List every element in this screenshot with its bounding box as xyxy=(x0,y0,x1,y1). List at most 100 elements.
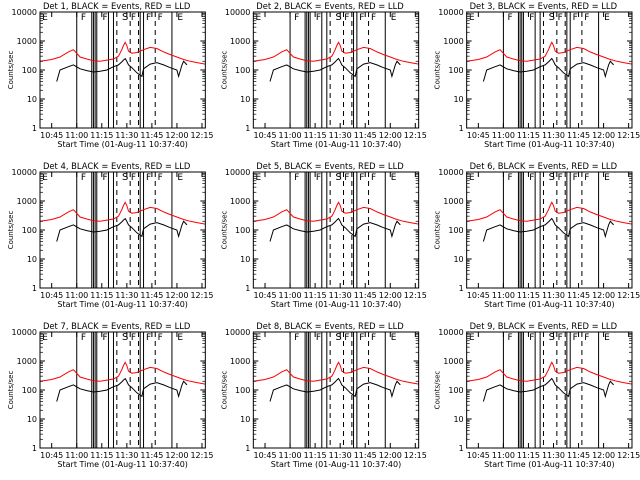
saa-label: S xyxy=(549,172,555,183)
y-tick-label: 1 xyxy=(459,124,464,133)
panel-title: Det 5, BLACK = Events, RED = LLD xyxy=(256,161,403,171)
flag-label: F xyxy=(316,13,321,23)
x-tick-label: 11:45 xyxy=(567,451,590,460)
flag-label: F xyxy=(158,13,163,23)
x-tick-label: 10:45 xyxy=(40,291,63,300)
series-events-line xyxy=(482,57,614,82)
flag-label: E xyxy=(42,13,48,23)
x-tick-label: 12:15 xyxy=(404,451,427,460)
x-tick-label: 10:45 xyxy=(253,131,276,140)
y-tick-label: 1000 xyxy=(230,37,250,46)
y-tick-label: 100 xyxy=(22,226,37,235)
y-tick-label: 1 xyxy=(245,124,250,133)
flag-label: F xyxy=(344,13,349,23)
x-tick-label: 12:00 xyxy=(592,451,615,460)
y-tick-label: 1000 xyxy=(443,357,463,366)
x-tick-label: 12:00 xyxy=(592,291,615,300)
x-tick-label: 11:45 xyxy=(354,291,377,300)
series-lld-line xyxy=(39,201,206,225)
x-tick-label: 11:15 xyxy=(90,291,113,300)
y-tick-label: 10000 xyxy=(438,8,463,17)
x-tick-label: 10:45 xyxy=(40,451,63,460)
x-axis-label: Start Time (01-Aug-11 10:37:40) xyxy=(57,300,188,309)
y-tick-label: 10000 xyxy=(225,168,250,177)
y-tick-label: 100 xyxy=(235,386,250,395)
series-lld-line xyxy=(466,41,633,65)
y-axis-label: Counts/sec xyxy=(434,211,442,250)
flag-label: F xyxy=(558,173,563,183)
flag-label: E xyxy=(42,333,48,343)
y-axis-label: Counts/sec xyxy=(7,211,15,250)
flag-label: F xyxy=(371,173,376,183)
x-axis-label: Start Time (01-Aug-11 10:37:40) xyxy=(484,140,615,149)
flag-label: F xyxy=(81,13,86,23)
y-tick-label: 1000 xyxy=(17,197,37,206)
flag-label: E xyxy=(391,173,397,183)
saa-label: S xyxy=(335,332,341,343)
x-tick-label: 12:00 xyxy=(379,451,402,460)
y-tick-label: 10000 xyxy=(225,8,250,17)
y-tick-label: 1 xyxy=(32,444,37,453)
x-axis-label: Start Time (01-Aug-11 10:37:40) xyxy=(57,460,188,469)
y-tick-label: 10 xyxy=(240,255,250,264)
panel-title: Det 3, BLACK = Events, RED = LLD xyxy=(470,1,617,11)
flag-label: E xyxy=(42,173,48,183)
x-tick-label: 10:45 xyxy=(253,291,276,300)
x-tick-label: 10:45 xyxy=(467,131,490,140)
y-tick-label: 100 xyxy=(448,386,463,395)
y-tick-label: 100 xyxy=(22,66,37,75)
y-tick-label: 10 xyxy=(27,255,37,264)
x-tick-label: 11:45 xyxy=(567,291,590,300)
x-tick-label: 11:00 xyxy=(65,451,88,460)
y-tick-label: 1000 xyxy=(443,197,463,206)
x-tick-label: 11:15 xyxy=(90,131,113,140)
flag-label: F xyxy=(573,13,578,23)
flag-label: F xyxy=(131,173,136,183)
series-lld-line xyxy=(253,201,419,225)
x-tick-label: 12:00 xyxy=(165,451,188,460)
saa-label: S xyxy=(122,12,128,23)
flag-label: E xyxy=(391,333,397,343)
flag-label: E xyxy=(469,173,475,183)
x-tick-label: 12:00 xyxy=(165,291,188,300)
x-tick-label: 11:45 xyxy=(567,131,590,140)
x-tick-label: 11:15 xyxy=(517,451,540,460)
x-tick-label: 11:45 xyxy=(354,451,377,460)
series-events-line xyxy=(482,217,614,242)
x-tick-label: 11:00 xyxy=(279,451,302,460)
series-events-line xyxy=(269,377,401,402)
y-axis-label: Counts/sec xyxy=(220,51,228,90)
x-tick-label: 11:15 xyxy=(517,291,540,300)
series-lld-line xyxy=(466,361,633,385)
y-tick-label: 100 xyxy=(448,66,463,75)
x-tick-label: 10:45 xyxy=(467,291,490,300)
x-axis-label: Start Time (01-Aug-11 10:37:40) xyxy=(271,460,402,469)
y-tick-label: 10 xyxy=(453,415,463,424)
x-tick-label: 12:15 xyxy=(617,451,640,460)
x-axis-label: Start Time (01-Aug-11 10:37:40) xyxy=(271,140,402,149)
flag-label: E xyxy=(604,173,610,183)
flag-label: E xyxy=(604,13,610,23)
y-tick-label: 100 xyxy=(235,66,250,75)
x-tick-label: 12:15 xyxy=(190,291,213,300)
series-lld-line xyxy=(466,201,633,225)
flag-label: F xyxy=(529,173,534,183)
flag-label: F xyxy=(158,333,163,343)
x-tick-label: 11:30 xyxy=(542,131,565,140)
flag-label: E xyxy=(177,333,183,343)
flag-label: F xyxy=(584,333,589,343)
x-tick-label: 11:15 xyxy=(304,131,327,140)
flag-label: F xyxy=(344,333,349,343)
x-tick-label: 12:15 xyxy=(617,291,640,300)
panel-title: Det 1, BLACK = Events, RED = LLD xyxy=(43,1,190,11)
x-tick-label: 11:15 xyxy=(90,451,113,460)
x-tick-label: 10:45 xyxy=(253,451,276,460)
flag-label: F xyxy=(371,333,376,343)
flag-label: F xyxy=(359,173,364,183)
